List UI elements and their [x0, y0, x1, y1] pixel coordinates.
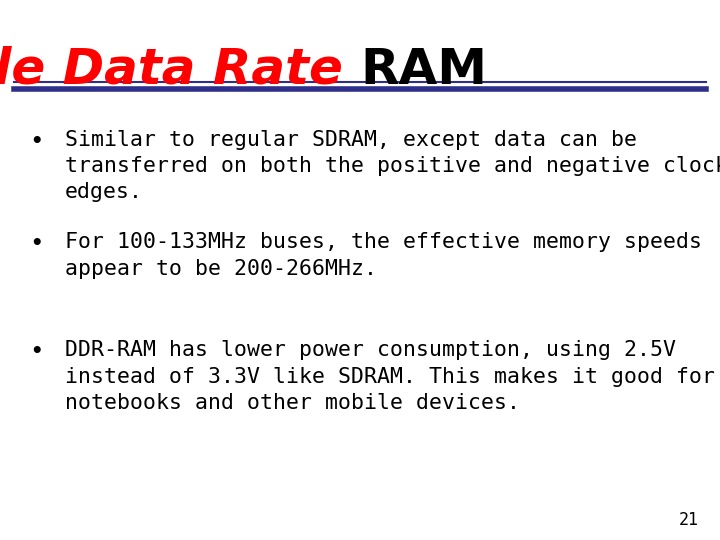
Text: Double Data Rate: Double Data Rate [0, 46, 360, 94]
Text: 21: 21 [678, 511, 698, 529]
Text: •: • [29, 130, 43, 153]
Text: Similar to regular SDRAM, except data can be
transferred on both the positive an: Similar to regular SDRAM, except data ca… [65, 130, 720, 202]
Text: •: • [29, 340, 43, 364]
Text: RAM: RAM [360, 46, 487, 94]
Text: For 100-133MHz buses, the effective memory speeds
appear to be 200-266MHz.: For 100-133MHz buses, the effective memo… [65, 232, 702, 279]
Text: DDR-RAM has lower power consumption, using 2.5V
instead of 3.3V like SDRAM. This: DDR-RAM has lower power consumption, usi… [65, 340, 715, 413]
Text: •: • [29, 232, 43, 256]
